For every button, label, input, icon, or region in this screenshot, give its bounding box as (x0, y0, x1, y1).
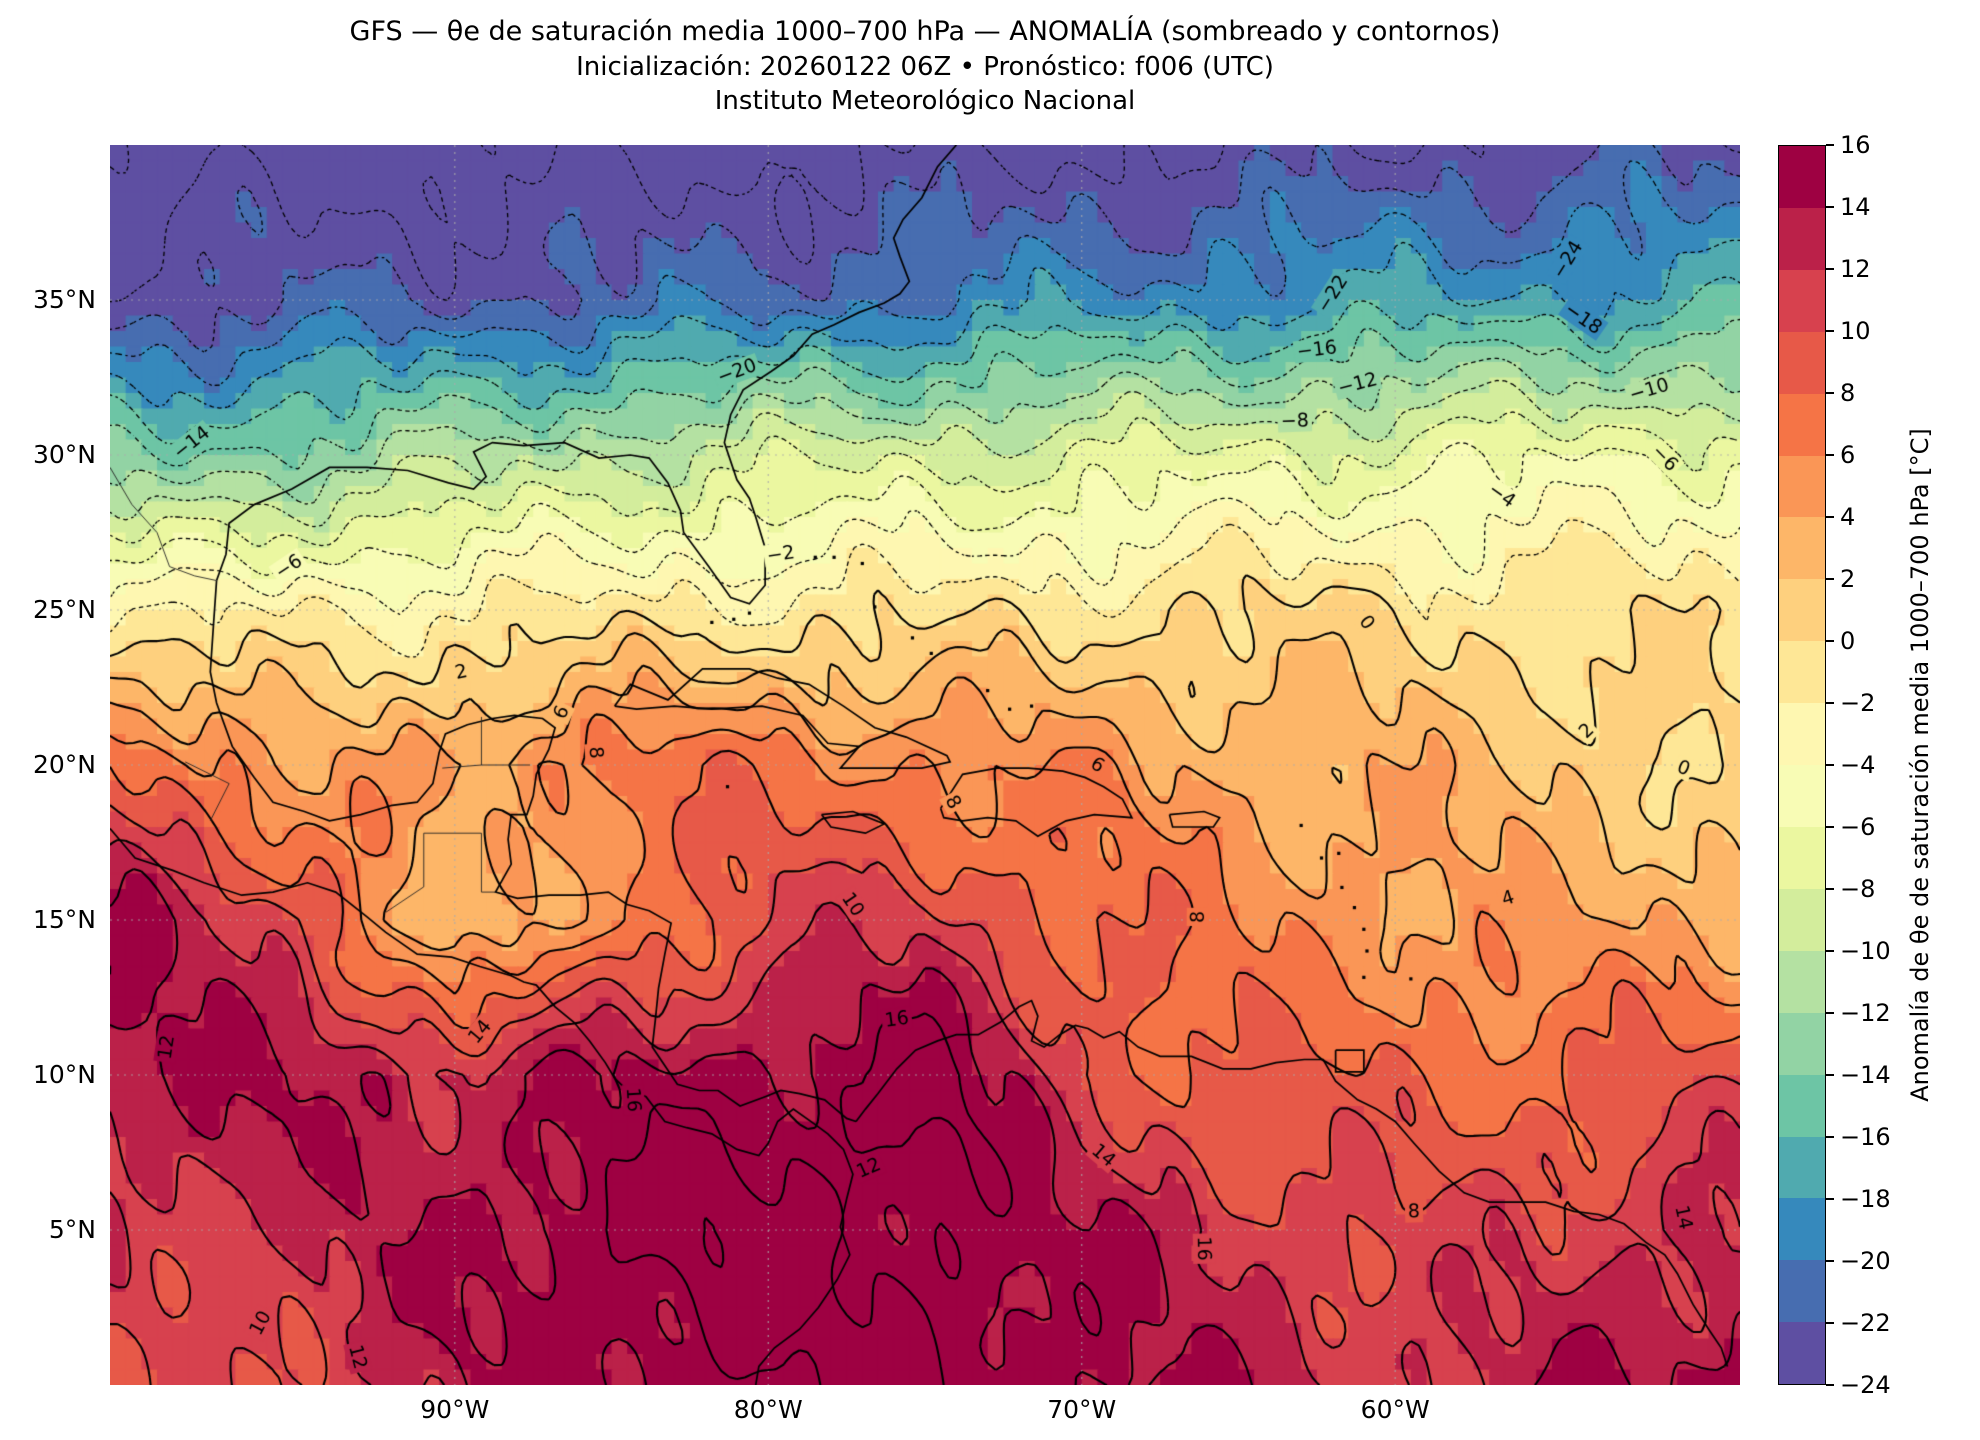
colorbar-tick-label: −18 (1840, 1185, 1891, 1213)
colorbar-tick-label: −12 (1840, 999, 1891, 1027)
colorbar-tick-label: 12 (1840, 255, 1871, 283)
chart-title: GFS — θe de saturación media 1000–700 hP… (349, 16, 1501, 47)
colorbar-color-segment (1779, 207, 1825, 270)
colorbar-color-segment (1779, 1074, 1825, 1137)
colorbar-tick-label: −2 (1840, 689, 1876, 717)
colorbar-tick-mark (1826, 1322, 1834, 1324)
colorbar-tick-label: −8 (1840, 875, 1876, 903)
map-plot: 35°N 30°N 25°N 20°N 15°N 10°N 5°N 90°W 80°W 70°W… (33, 145, 1740, 1424)
colorbar-color-segment (1779, 1012, 1825, 1075)
colorbar-tick-label: −4 (1840, 751, 1876, 779)
colorbar-tick-mark (1826, 1136, 1834, 1138)
lat-tick-label: 10°N (32, 1060, 96, 1089)
lon-axis-labels: 90°W 80°W 70°W 60°W (110, 1395, 1740, 1431)
colorbar-tick-label: −10 (1840, 937, 1891, 965)
colorbar-tick-mark (1826, 330, 1834, 332)
colorbar-tick-label: 4 (1840, 503, 1856, 531)
colorbar-tick-mark (1826, 826, 1834, 828)
colorbar-color-segment (1779, 579, 1825, 642)
colorbar-tick-label: 0 (1840, 627, 1856, 655)
colorbar-color-segment (1779, 1198, 1825, 1261)
colorbar-tick-label: −24 (1840, 1371, 1891, 1399)
lat-tick-label: 15°N (32, 905, 96, 934)
colorbar-tick-mark (1826, 268, 1834, 270)
colorbar-tick-mark (1826, 1012, 1834, 1014)
colorbar-tick-mark (1826, 516, 1834, 518)
colorbar-color-segment (1779, 950, 1825, 1013)
lat-tick-label: 35°N (32, 285, 96, 314)
colorbar-tick-mark (1826, 1384, 1834, 1386)
chart-institution: Instituto Meteorológico Nacional (714, 86, 1136, 116)
colorbar-color-segment (1779, 393, 1825, 456)
colorbar-tick-mark (1826, 392, 1834, 394)
colorbar-tick-label: 6 (1840, 441, 1856, 469)
colorbar-tick-mark (1826, 950, 1834, 952)
colorbar-tick-mark (1826, 1260, 1834, 1262)
colorbar-color-segment (1779, 826, 1825, 889)
colorbar-tick-label: 8 (1840, 379, 1856, 407)
colorbar-tick-mark (1826, 888, 1834, 890)
colorbar-tick-mark (1826, 144, 1834, 146)
colorbar-tick-mark (1826, 454, 1834, 456)
colorbar-tick-mark (1826, 1198, 1834, 1200)
colorbar-swatches (1778, 145, 1826, 1385)
lat-tick-label: 30°N (32, 440, 96, 469)
colorbar-tick-mark (1826, 1074, 1834, 1076)
colorbar-tick-label: 2 (1840, 565, 1856, 593)
colorbar-color-segment (1779, 1260, 1825, 1323)
lat-tick-label: 5°N (48, 1215, 96, 1244)
colorbar-color-segment (1779, 703, 1825, 766)
colorbar-color-segment (1779, 1136, 1825, 1199)
lat-tick-label: 25°N (32, 595, 96, 624)
colorbar-tick-label: 10 (1840, 317, 1871, 345)
anomaly-map-canvas (110, 145, 1740, 1385)
title-block: GFS — θe de saturación media 1000–700 hP… (110, 14, 1740, 118)
colorbar-tick-mark (1826, 764, 1834, 766)
colorbar-color-segment (1779, 455, 1825, 518)
colorbar-tick-label: −22 (1840, 1309, 1891, 1337)
colorbar-tick-label: −6 (1840, 813, 1876, 841)
colorbar-color-segment (1779, 765, 1825, 827)
chart-subtitle: Inicialización: 20260122 06Z • Pronóstic… (576, 52, 1274, 82)
colorbar-tick-mark (1826, 702, 1834, 704)
colorbar-tick-label: −16 (1840, 1123, 1891, 1151)
colorbar-tick-mark (1826, 578, 1834, 580)
colorbar-color-segment (1779, 269, 1825, 332)
colorbar-color-segment (1779, 888, 1825, 951)
colorbar-label: Anomalía de θe de saturación media 1000–… (1906, 428, 1934, 1102)
colorbar-color-segment (1779, 517, 1825, 580)
colorbar-tick-label: −20 (1840, 1247, 1891, 1275)
colorbar-tick-label: −14 (1840, 1061, 1891, 1089)
colorbar-color-segment (1779, 146, 1825, 208)
lat-axis-labels: 35°N 30°N 25°N 20°N 15°N 10°N 5°N (0, 145, 96, 1385)
lat-tick-label: 20°N (32, 750, 96, 779)
lon-tick-label: 80°W (733, 1395, 803, 1424)
colorbar-color-segment (1779, 1322, 1825, 1385)
colorbar-tick-mark (1826, 640, 1834, 642)
colorbar-color-segment (1779, 641, 1825, 704)
colorbar-color-segment (1779, 331, 1825, 394)
colorbar-tick-label: 16 (1840, 131, 1871, 159)
colorbar: −24 −22 −20 −18 −16 −14 −12 −10 −8 −6 −4 −2 0 2 4 6 8 10 1… (1778, 132, 1934, 1398)
colorbar-tick-label: 14 (1840, 193, 1871, 221)
lon-tick-label: 70°W (1047, 1395, 1117, 1424)
lon-tick-label: 60°W (1360, 1395, 1430, 1424)
lon-tick-label: 90°W (420, 1395, 490, 1424)
colorbar-tick-mark (1826, 206, 1834, 208)
